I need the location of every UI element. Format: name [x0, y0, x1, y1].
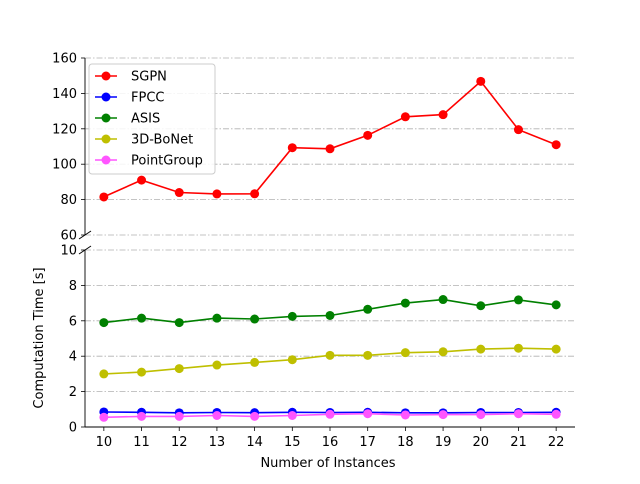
- 3d-bonet-point: [513, 343, 523, 353]
- sgpn-point: [363, 130, 373, 140]
- asis-point: [174, 318, 184, 328]
- asis-point: [363, 304, 373, 314]
- sgpn-point: [212, 189, 222, 199]
- x-tick-label: 15: [284, 435, 301, 450]
- upper-y-tick-label: 60: [60, 229, 77, 244]
- lower-y-tick-label: 6: [69, 314, 77, 329]
- legend-pointgroup-label: PointGroup: [131, 154, 203, 169]
- x-tick-label: 19: [435, 435, 452, 450]
- x-tick-label: 10: [96, 435, 113, 450]
- axes: [78, 57, 575, 431]
- x-tick-label: 18: [397, 435, 414, 450]
- legend-3d-bonet-marker: [101, 134, 111, 144]
- legend-asis-marker: [101, 113, 111, 123]
- asis-point: [400, 298, 410, 308]
- 3d-bonet-point: [99, 369, 109, 379]
- asis-point: [476, 301, 486, 311]
- sgpn-point: [513, 125, 523, 135]
- tick-labels: 60 80 100 120 140 160 0 2 4 6 8 10 10 11 12 13 14 15 16 17 1…: [52, 52, 564, 451]
- x-tick-label: 11: [133, 435, 150, 450]
- axis-break-mark: [78, 245, 92, 255]
- asis-point: [287, 311, 297, 321]
- lower-y-tick-label: 8: [69, 279, 77, 294]
- x-tick-label: 22: [548, 435, 565, 450]
- pointgroup-point: [174, 411, 184, 421]
- 3d-bonet-point: [137, 367, 147, 377]
- sgpn-point: [476, 76, 486, 86]
- pointgroup-point: [287, 410, 297, 420]
- legend-sgpn-marker: [101, 71, 111, 81]
- pointgroup-point: [99, 412, 109, 422]
- series-lines: [99, 76, 561, 422]
- legend-fpcc-marker: [101, 92, 111, 102]
- sgpn-point: [287, 143, 297, 153]
- legend-fpcc-label: FPCC: [131, 91, 164, 106]
- upper-y-tick-label: 120: [52, 122, 77, 137]
- 3d-bonet-point: [551, 344, 561, 354]
- lower-y-tick-label: 10: [60, 244, 77, 259]
- x-tick-label: 20: [472, 435, 489, 450]
- pointgroup-point: [363, 409, 373, 419]
- asis-point: [99, 318, 109, 328]
- pointgroup-point: [551, 409, 561, 419]
- sgpn-point: [250, 189, 260, 199]
- legend-asis-label: ASIS: [131, 112, 160, 127]
- x-tick-label: 16: [322, 435, 339, 450]
- axis-break-mark: [78, 230, 92, 240]
- lower-y-tick-label: 4: [69, 350, 77, 365]
- sgpn-point: [551, 140, 561, 150]
- asis-point: [137, 313, 147, 323]
- upper-y-tick-label: 100: [52, 158, 77, 173]
- pointgroup-point: [438, 410, 448, 420]
- x-axis-label: Number of Instances: [260, 456, 395, 471]
- 3d-bonet-point: [250, 357, 260, 367]
- pointgroup-point: [325, 409, 335, 419]
- legend-box: [88, 63, 216, 175]
- x-tick-label: 12: [171, 435, 188, 450]
- pointgroup-point: [250, 411, 260, 421]
- upper-y-tick-label: 80: [60, 193, 77, 208]
- upper-y-tick-label: 140: [52, 87, 77, 102]
- 3d-bonet-point: [325, 350, 335, 360]
- asis-point: [513, 295, 523, 305]
- x-tick-label: 14: [246, 435, 263, 450]
- 3d-bonet-point: [400, 348, 410, 358]
- asis-point: [551, 300, 561, 310]
- 3d-bonet-point: [287, 355, 297, 365]
- x-tick-label: 17: [359, 435, 376, 450]
- sgpn-point: [137, 175, 147, 185]
- sgpn-point: [400, 112, 410, 122]
- y-axis-label: Computation Time [s]: [32, 267, 47, 408]
- legend-3d-bonet-label: 3D-BoNet: [131, 133, 193, 148]
- sgpn-point: [438, 110, 448, 120]
- 3d-bonet-point: [438, 347, 448, 357]
- legend: SGPN FPCC ASIS 3D-BoNet PointGroup: [88, 63, 216, 175]
- asis-point: [325, 310, 335, 320]
- lower-y-tick-label: 0: [69, 421, 77, 436]
- 3d-bonet-point: [212, 360, 222, 370]
- pointgroup-point: [400, 410, 410, 420]
- asis-point: [438, 295, 448, 305]
- lower-y-tick-label: 2: [69, 385, 77, 400]
- sgpn-point: [325, 144, 335, 154]
- 3d-bonet-point: [363, 350, 373, 360]
- asis-point: [212, 313, 222, 323]
- asis-point: [250, 314, 260, 324]
- 3d-bonet-point: [476, 344, 486, 354]
- sgpn-point: [99, 192, 109, 202]
- pointgroup-point: [476, 410, 486, 420]
- x-tick-label: 21: [510, 435, 527, 450]
- sgpn-point: [174, 188, 184, 198]
- legend-pointgroup-marker: [101, 155, 111, 165]
- pointgroup-point: [212, 410, 222, 420]
- legend-sgpn-label: SGPN: [131, 70, 167, 85]
- pointgroup-point: [513, 409, 523, 419]
- x-tick-label: 13: [209, 435, 226, 450]
- pointgroup-point: [137, 411, 147, 421]
- 3d-bonet-point: [174, 364, 184, 374]
- upper-y-tick-label: 160: [52, 52, 77, 67]
